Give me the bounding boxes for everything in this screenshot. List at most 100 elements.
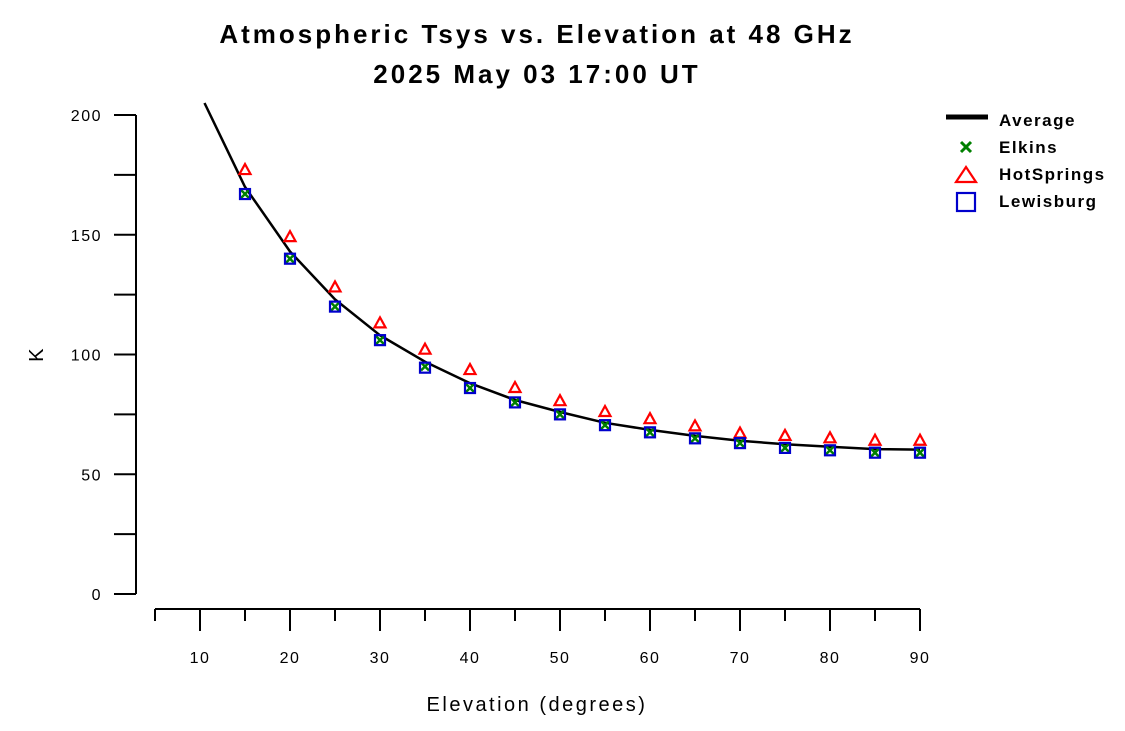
x-tick-label: 20: [280, 650, 301, 667]
legend-label-elkins: Elkins: [999, 138, 1058, 157]
data-point-lewisburg: [823, 444, 837, 457]
data-point-lewisburg: [913, 446, 927, 459]
y-tick-label: 100: [71, 348, 102, 365]
data-point-hotsprings: [327, 279, 343, 293]
data-point-hotsprings: [777, 427, 793, 442]
marker-stroke: [915, 447, 925, 458]
x-tick-label: 60: [640, 650, 661, 667]
data-point-hotsprings: [687, 418, 703, 432]
x-tick-label: 50: [550, 650, 571, 667]
legend-swatch-x: [959, 140, 973, 154]
data-point-hotsprings: [597, 403, 613, 418]
data-point-lewisburg: [463, 381, 477, 395]
legend-label-lewisburg: Lewisburg: [999, 192, 1098, 211]
legend: Average Elkins HotSprings Lewisburg: [946, 111, 1106, 213]
data-point-hotsprings: [237, 161, 253, 176]
data-point-lewisburg: [733, 437, 747, 450]
marker-stroke: [420, 361, 430, 372]
legend-item-elkins: Elkins: [959, 138, 1058, 157]
data-point-lewisburg: [283, 252, 297, 265]
y-tick-label: 150: [71, 228, 102, 245]
marker-stroke: [465, 383, 475, 393]
x-tick-label: 10: [190, 650, 211, 667]
marker-stroke: [330, 301, 340, 312]
marker-stroke: [555, 409, 565, 420]
data-point-elkins: [465, 383, 475, 393]
data-point-elkins: [735, 438, 745, 448]
data-point-elkins: [645, 427, 655, 438]
legend-label-average: Average: [999, 111, 1076, 130]
legend-item-lewisburg: Lewisburg: [955, 191, 1098, 213]
data-point-lewisburg: [508, 396, 522, 409]
marker-stroke: [735, 438, 745, 448]
data-point-lewisburg: [643, 426, 657, 439]
data-point-elkins: [420, 361, 430, 372]
legend-swatch-square: [955, 191, 977, 213]
x-axis: 10 20 30 40 50 60 70 80 90: [154, 608, 931, 667]
marker-stroke: [510, 397, 520, 408]
x-tick-label: 30: [370, 650, 391, 667]
plot-area: [203, 102, 928, 459]
data-point-lewisburg: [688, 432, 702, 445]
marker-stroke: [959, 140, 973, 154]
data-point-hotsprings: [732, 425, 748, 439]
marker-stroke: [375, 335, 385, 346]
data-point-lewisburg: [553, 408, 567, 421]
data-point-hotsprings: [822, 430, 838, 444]
data-point-elkins: [780, 443, 790, 453]
legend-item-hotsprings: HotSprings: [953, 165, 1106, 184]
legend-label-hotsprings: HotSprings: [999, 165, 1106, 184]
data-point-lewisburg: [598, 419, 612, 432]
data-point-hotsprings: [642, 410, 658, 425]
data-point-lewisburg: [418, 361, 432, 374]
data-point-hotsprings: [507, 379, 523, 394]
data-point-hotsprings: [552, 392, 568, 407]
x-tick-label: 90: [910, 650, 931, 667]
series-line-average: [203, 102, 921, 451]
data-point-lewisburg: [328, 300, 342, 313]
data-point-elkins: [375, 335, 385, 346]
series-elkins: [240, 189, 925, 458]
data-point-elkins: [690, 433, 700, 444]
x-axis-label: Elevation (degrees): [427, 694, 648, 716]
data-point-lewisburg: [238, 187, 252, 201]
data-point-hotsprings: [912, 432, 928, 446]
marker-stroke: [645, 427, 655, 438]
marker-stroke: [285, 253, 295, 264]
chart-title: Atmospheric Tsys vs. Elevation at 48 GHz: [219, 19, 854, 49]
marker-stroke: [600, 420, 610, 431]
legend-item-average: Average: [946, 111, 1076, 130]
data-point-lewisburg: [868, 446, 882, 459]
data-point-elkins: [285, 253, 295, 264]
x-tick-label: 80: [820, 650, 841, 667]
marker-stroke: [780, 443, 790, 453]
data-point-elkins: [510, 397, 520, 408]
data-point-elkins: [600, 420, 610, 431]
marker-stroke: [240, 189, 250, 199]
series-hotsprings: [237, 161, 928, 446]
data-point-elkins: [915, 447, 925, 458]
data-point-elkins: [825, 445, 835, 456]
data-point-elkins: [330, 301, 340, 312]
data-point-hotsprings: [282, 228, 298, 243]
legend-swatch-triangle: [953, 165, 979, 184]
y-tick-label: 200: [71, 108, 102, 125]
marker-stroke: [870, 447, 880, 458]
chart-subtitle: 2025 May 03 17:00 UT: [373, 59, 700, 89]
data-point-hotsprings: [462, 361, 478, 376]
x-tick-label: 70: [730, 650, 751, 667]
data-point-lewisburg: [373, 334, 387, 347]
marker-stroke: [825, 445, 835, 456]
y-axis: 0 50 100 150 200: [71, 108, 137, 604]
data-point-elkins: [240, 189, 250, 199]
y-tick-label: 0: [92, 587, 102, 604]
x-tick-label: 40: [460, 650, 481, 667]
y-axis-label: K: [26, 346, 48, 362]
y-tick-label: 50: [81, 467, 102, 484]
data-point-hotsprings: [372, 315, 388, 329]
data-point-hotsprings: [417, 341, 433, 355]
series-average: [203, 102, 921, 451]
data-point-lewisburg: [778, 441, 792, 455]
data-point-elkins: [555, 409, 565, 420]
